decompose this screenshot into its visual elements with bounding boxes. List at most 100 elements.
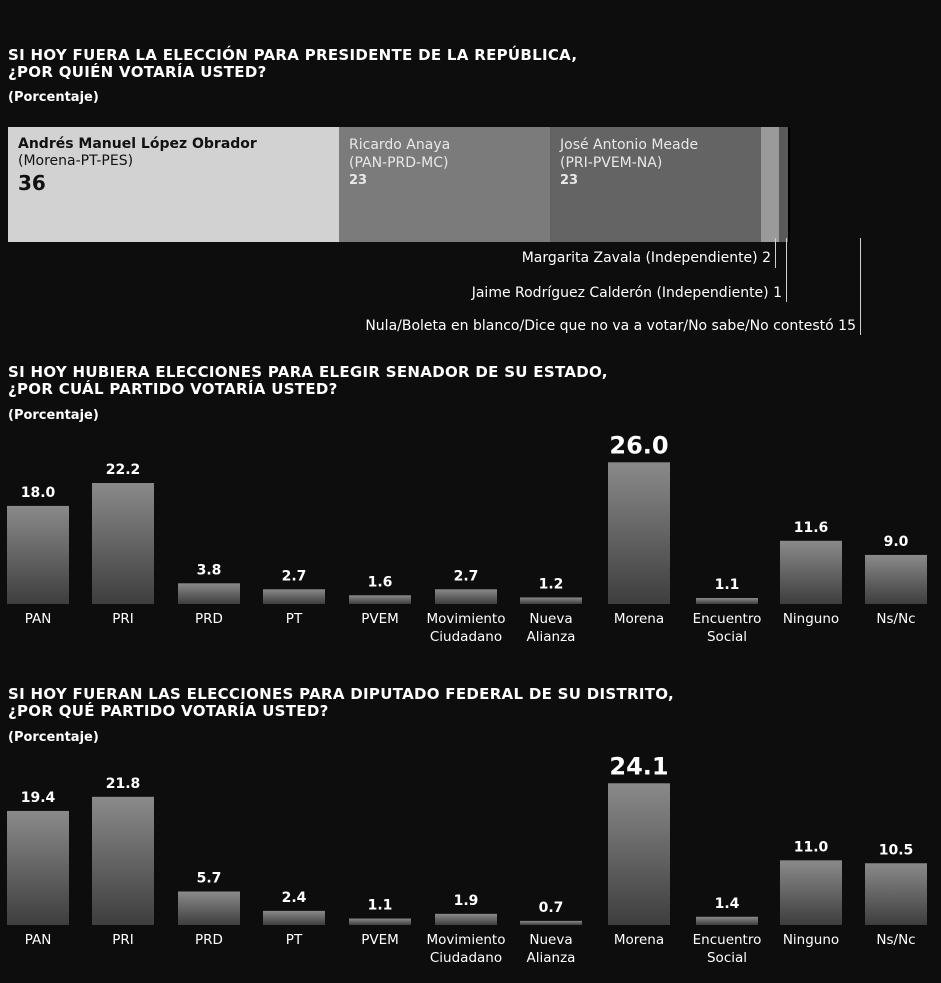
senate-bar-1	[92, 483, 154, 604]
candidate-name-amlo: Andrés Manuel López Obrador	[18, 136, 257, 152]
deputy-category-label-5: Movimiento Ciudadano	[427, 932, 506, 966]
deputy-value-label-10: 10.5	[879, 842, 914, 858]
callout-zavala: Margarita Zavala (Independiente) 2	[521, 250, 771, 266]
deputy-value-label-7: 24.1	[609, 752, 668, 780]
senate-title: SI HOY HUBIERA ELECCIONES PARA ELEGIR SE…	[8, 364, 608, 398]
senate-value-label-3: 2.7	[282, 568, 307, 584]
segment-nula	[788, 127, 790, 242]
deputy-category-label-1: PRI	[112, 932, 134, 948]
senate-category-label-10: Ns/Nc	[876, 611, 915, 627]
deputy-bar-chart: 19.4 PAN 21.8 PRI 5.7 PRD 2.4 PT 1.1 PVEM 1.9 Movim…	[7, 752, 927, 966]
candidate-party-amlo: (Morena-PT-PES)	[18, 153, 134, 169]
deputy-value-label-4: 1.1	[368, 898, 393, 914]
senate-category-label-8: Encuentro Social	[693, 611, 762, 645]
deputy-category-label-10: Ns/Nc	[876, 932, 915, 948]
candidate-value-anaya: 23	[349, 173, 368, 188]
deputy-title-line2: ¿POR QUÉ PARTIDO VOTARÍA USTED?	[8, 702, 329, 720]
deputy-subtitle: (Porcentaje)	[8, 730, 99, 745]
segment-jaime	[779, 127, 788, 242]
candidate-value-amlo: 36	[18, 171, 46, 195]
senate-bar-10	[865, 554, 927, 604]
deputy-value-label-0: 19.4	[21, 790, 56, 806]
deputy-bar-4	[349, 918, 411, 925]
senate-value-label-8: 1.1	[715, 577, 740, 593]
deputy-bar-0	[7, 810, 69, 925]
senate-value-label-1: 22.2	[106, 462, 141, 478]
deputy-category-label-4: PVEM	[361, 932, 399, 948]
deputy-bar-8	[696, 916, 758, 925]
presidential-title-line2: ¿POR QUIÉN VOTARÍA USTED?	[8, 63, 267, 81]
senate-category-label-2: PRD	[195, 611, 223, 627]
deputy-title: SI HOY FUERAN LAS ELECCIONES PARA DIPUTA…	[8, 686, 674, 720]
deputy-bar-6	[520, 920, 582, 925]
deputy-title-line1: SI HOY FUERAN LAS ELECCIONES PARA DIPUTA…	[8, 685, 675, 703]
senate-bar-2	[178, 583, 240, 604]
senate-value-label-10: 9.0	[884, 534, 909, 550]
deputy-bar-5	[435, 913, 497, 925]
senate-category-label-0: PAN	[25, 611, 52, 627]
senate-bar-0	[7, 505, 69, 604]
senate-bar-chart: 18.0 PAN 22.2 PRI 3.8 PRD 2.7 PT 1.6 PVEM 2.7 Movim…	[7, 431, 927, 645]
callout-zavala-wrap: Margarita Zavala (Independiente) 2	[0, 250, 771, 270]
senate-subtitle: (Porcentaje)	[8, 408, 99, 423]
deputy-category-label-2: PRD	[195, 932, 223, 948]
senate-bar-5	[435, 589, 497, 604]
senate-value-label-6: 1.2	[539, 576, 564, 592]
presidential-title: SI HOY FUERA LA ELECCIÓN PARA PRESIDENTE…	[8, 47, 577, 81]
segment-meade: José Antonio Meade (PRI-PVEM-NA) 23	[550, 127, 761, 242]
senate-category-label-3: PT	[286, 611, 303, 627]
deputy-value-label-5: 1.9	[454, 893, 479, 909]
deputy-category-label-6: Nueva Alianza	[527, 932, 576, 966]
senate-value-label-0: 18.0	[21, 485, 56, 501]
callout-jaime-wrap: Jaime Rodríguez Calderón (Independiente)…	[0, 285, 782, 305]
leader-line-jaime	[786, 238, 787, 302]
senate-category-label-1: PRI	[112, 611, 134, 627]
deputy-value-label-2: 5.7	[197, 870, 222, 886]
deputy-bar-2	[178, 891, 240, 925]
senate-category-label-5: Movimiento Ciudadano	[427, 611, 506, 645]
deputy-category-label-9: Ninguno	[783, 932, 839, 948]
senate-value-label-4: 1.6	[368, 574, 393, 590]
senate-category-label-4: PVEM	[361, 611, 399, 627]
senate-bar-4	[349, 595, 411, 604]
senate-bar-7	[608, 462, 670, 604]
callout-nula: Nula/Boleta en blanco/Dice que no va a v…	[365, 318, 856, 334]
senate-title-line1: SI HOY HUBIERA ELECCIONES PARA ELEGIR SE…	[8, 363, 608, 381]
callout-nula-wrap: Nula/Boleta en blanco/Dice que no va a v…	[0, 318, 856, 338]
senate-category-label-9: Ninguno	[783, 611, 839, 627]
senate-value-label-9: 11.6	[794, 520, 829, 536]
senate-value-label-2: 3.8	[197, 562, 222, 578]
presidential-subtitle: (Porcentaje)	[8, 90, 99, 105]
candidate-party-meade: (PRI-PVEM-NA)	[560, 155, 663, 171]
senate-bar-8	[696, 598, 758, 604]
presidential-stacked-bar: Andrés Manuel López Obrador (Morena-PT-P…	[8, 127, 790, 242]
senate-bar-6	[520, 597, 582, 604]
deputy-value-label-9: 11.0	[794, 839, 829, 855]
deputy-bar-1	[92, 796, 154, 925]
candidate-name-meade: José Antonio Meade	[560, 137, 699, 153]
leader-line-nula	[860, 238, 861, 335]
candidate-name-anaya: Ricardo Anaya	[349, 137, 451, 153]
leader-line-zavala	[775, 238, 776, 268]
deputy-category-label-3: PT	[286, 932, 303, 948]
callout-jaime: Jaime Rodríguez Calderón (Independiente)…	[471, 285, 782, 301]
deputy-category-label-8: Encuentro Social	[693, 932, 762, 966]
segment-zavala	[761, 127, 779, 242]
segment-amlo: Andrés Manuel López Obrador (Morena-PT-P…	[8, 127, 339, 242]
presidential-title-line1: SI HOY FUERA LA ELECCIÓN PARA PRESIDENTE…	[8, 46, 578, 64]
deputy-bar-3	[263, 910, 325, 925]
senate-category-label-6: Nueva Alianza	[527, 611, 576, 645]
deputy-value-label-6: 0.7	[539, 900, 564, 916]
senate-value-label-5: 2.7	[454, 568, 479, 584]
senate-bar-3	[263, 589, 325, 604]
candidate-value-meade: 23	[560, 173, 579, 188]
candidate-party-anaya: (PAN-PRD-MC)	[349, 155, 449, 171]
deputy-bar-10	[865, 863, 927, 925]
senate-value-label-7: 26.0	[609, 431, 668, 459]
deputy-bar-9	[780, 860, 842, 925]
deputy-category-label-0: PAN	[25, 932, 52, 948]
deputy-value-label-1: 21.8	[106, 776, 141, 792]
deputy-value-label-3: 2.4	[282, 890, 307, 906]
senate-title-line2: ¿POR CUÁL PARTIDO VOTARÍA USTED?	[8, 380, 338, 398]
deputy-bar-7	[608, 783, 670, 925]
